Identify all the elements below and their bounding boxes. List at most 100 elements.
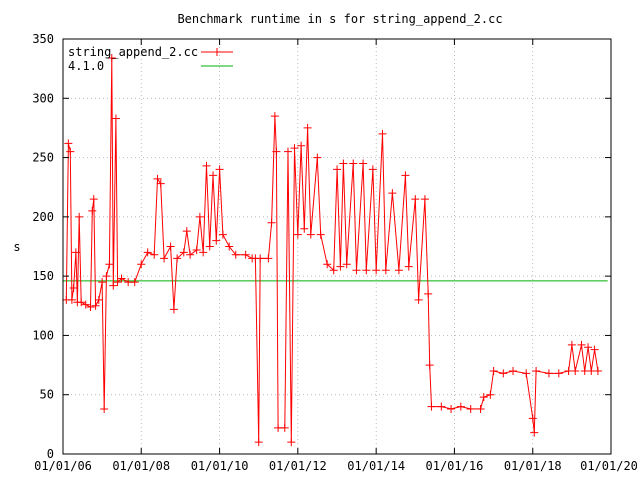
data-point <box>404 262 413 271</box>
data-point <box>316 230 325 239</box>
plot-frame <box>62 38 612 455</box>
data-point <box>499 369 508 378</box>
data-point <box>283 147 292 156</box>
data-point <box>215 165 224 174</box>
data-point <box>212 236 221 245</box>
x-tick-label: 01/01/08 <box>112 459 170 473</box>
data-point <box>476 404 485 413</box>
data-point <box>256 254 265 263</box>
data-point <box>339 159 348 168</box>
data-point <box>388 189 397 198</box>
y-tick-label: 150 <box>32 269 54 283</box>
grid <box>63 39 611 454</box>
data-point <box>267 218 276 227</box>
x-tick-label: 01/01/10 <box>191 459 249 473</box>
data-point <box>156 179 165 188</box>
x-tick-label: 01/01/06 <box>34 459 92 473</box>
data-point <box>306 230 315 239</box>
data-point <box>303 123 312 132</box>
data-point <box>102 272 111 281</box>
data-point <box>447 404 456 413</box>
data-point <box>359 159 368 168</box>
data-point <box>280 423 289 432</box>
data-point <box>486 390 495 399</box>
data-point <box>300 224 309 233</box>
data-point <box>401 171 410 180</box>
data-point <box>150 250 159 259</box>
data-point <box>88 206 97 215</box>
data-point <box>466 404 475 413</box>
series-string-append <box>62 53 602 447</box>
data-point <box>530 428 539 437</box>
data-point <box>293 230 302 239</box>
data-point <box>567 340 576 349</box>
data-point <box>81 300 90 309</box>
chart-title: Benchmark runtime in s for string_append… <box>177 12 502 26</box>
data-point <box>91 301 100 310</box>
data-point <box>117 274 126 283</box>
data-point <box>109 281 118 290</box>
data-point <box>372 266 381 275</box>
data-point <box>111 114 120 123</box>
data-point <box>381 266 390 275</box>
data-point <box>231 250 240 259</box>
data-point <box>368 165 377 174</box>
series-line <box>65 57 599 443</box>
data-point <box>94 295 103 304</box>
data-point <box>427 402 436 411</box>
y-tick-label: 0 <box>47 447 54 461</box>
data-point <box>143 248 152 257</box>
data-point <box>186 250 195 259</box>
data-point <box>378 129 387 138</box>
data-point <box>137 260 146 269</box>
data-point <box>590 345 599 354</box>
axis-ticks: 0 50 100 150 200 250 300 350 01/01/06 01/01/08 01/… <box>32 32 638 473</box>
data-point <box>71 248 80 257</box>
data-point <box>593 367 602 375</box>
data-point <box>192 246 201 255</box>
data-point <box>98 278 107 287</box>
data-point <box>577 340 586 349</box>
data-point <box>64 139 73 148</box>
data-point <box>202 161 211 170</box>
y-tick-label: 350 <box>32 32 54 46</box>
data-point <box>254 438 263 447</box>
data-point <box>205 242 214 251</box>
data-point <box>456 402 465 411</box>
data-point <box>69 284 78 292</box>
legend-label: 4.1.0 <box>68 59 104 73</box>
data-point <box>75 212 84 221</box>
y-tick-label: 300 <box>32 91 54 105</box>
x-tick-label: 01/01/16 <box>426 459 484 473</box>
data-point <box>489 367 498 375</box>
data-point <box>195 212 204 221</box>
data-point <box>313 153 322 162</box>
data-point <box>544 369 553 378</box>
data-point <box>411 195 420 204</box>
y-tick-label: 100 <box>32 328 54 342</box>
x-tick-label: 01/01/12 <box>269 459 327 473</box>
data-point <box>333 165 342 174</box>
data-point <box>179 248 188 257</box>
data-point <box>89 195 98 204</box>
y-axis-label: s <box>13 240 20 254</box>
data-point <box>272 147 281 156</box>
y-tick-label: 50 <box>40 388 54 402</box>
y-tick-label: 250 <box>32 151 54 165</box>
data-point <box>352 266 361 275</box>
data-point <box>66 147 75 156</box>
data-point <box>67 295 76 304</box>
data-point <box>225 242 234 251</box>
x-tick-label: 01/01/18 <box>504 459 562 473</box>
data-point <box>160 254 169 263</box>
data-point <box>105 260 114 269</box>
data-point <box>329 266 338 275</box>
data-point <box>153 174 162 183</box>
data-point <box>130 278 139 287</box>
data-point <box>532 367 541 375</box>
data-point <box>394 266 403 275</box>
data-point <box>113 278 122 287</box>
data-point <box>86 302 95 311</box>
data-point <box>166 242 175 251</box>
